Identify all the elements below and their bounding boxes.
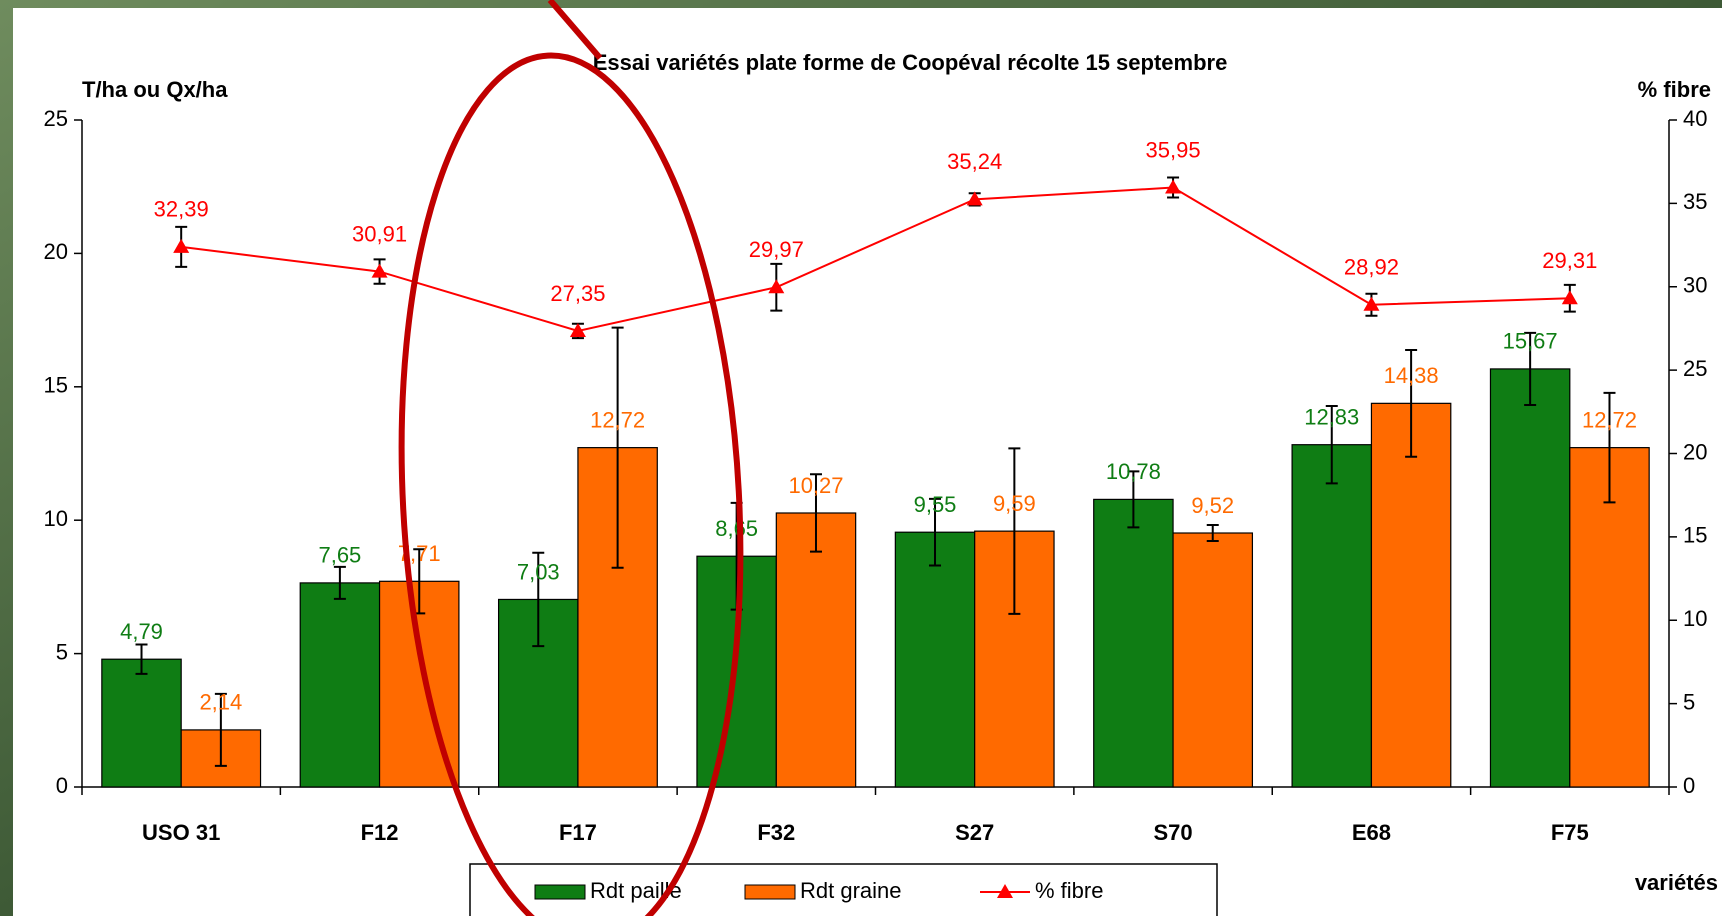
data-label: 10,78 <box>1106 459 1161 484</box>
data-label: 12,72 <box>1582 407 1637 432</box>
chart: Essai variétés plate forme de Coopéval r… <box>0 0 1722 916</box>
data-label: 32,39 <box>154 197 209 222</box>
x-tick-label: USO 31 <box>142 820 220 845</box>
y-tick-label: 15 <box>44 373 68 398</box>
x-tick-label: F12 <box>361 820 399 845</box>
data-label: 28,92 <box>1344 255 1399 280</box>
data-label: 4,79 <box>120 619 163 644</box>
x-tick-label: S27 <box>955 820 994 845</box>
chart-panel <box>13 8 1722 916</box>
legend-label: Rdt graine <box>800 878 902 903</box>
y2-tick-label: 30 <box>1683 273 1707 298</box>
data-label: 12,83 <box>1304 405 1359 430</box>
data-label: 2,14 <box>199 690 242 715</box>
y-tick-label: 5 <box>56 639 68 664</box>
data-label: 15,67 <box>1503 329 1558 354</box>
data-label: 14,38 <box>1384 363 1439 388</box>
x-tick-label: F75 <box>1551 820 1589 845</box>
x-axis-title: variétés <box>1635 870 1718 895</box>
x-tick-label: F17 <box>559 820 597 845</box>
bar <box>1094 499 1173 787</box>
data-label: 35,24 <box>947 149 1002 174</box>
data-label: 29,31 <box>1542 248 1597 273</box>
data-label: 29,97 <box>749 237 804 262</box>
legend-swatch <box>535 885 585 899</box>
page: {"chart_data": { "type": "bar", "title":… <box>0 0 1722 916</box>
data-label: 9,59 <box>993 491 1036 516</box>
y2-tick-label: 20 <box>1683 439 1707 464</box>
data-label: 10,27 <box>788 473 843 498</box>
y2-tick-label: 40 <box>1683 106 1707 131</box>
data-label: 8,65 <box>715 516 758 541</box>
bar <box>776 513 855 787</box>
bar <box>102 659 181 787</box>
legend-label: % fibre <box>1035 878 1103 903</box>
bar <box>1371 403 1450 787</box>
y2-tick-label: 25 <box>1683 356 1707 381</box>
legend-swatch <box>745 885 795 899</box>
y-tick-label: 20 <box>44 239 68 264</box>
bar <box>895 532 974 787</box>
y-axis-title: T/ha ou Qx/ha <box>82 77 228 102</box>
data-label: 9,52 <box>1191 493 1234 518</box>
bar <box>1292 445 1371 787</box>
y-tick-label: 25 <box>44 106 68 131</box>
bar <box>1490 369 1569 787</box>
data-label: 30,91 <box>352 221 407 246</box>
x-tick-label: S70 <box>1153 820 1192 845</box>
y-tick-label: 0 <box>56 773 68 798</box>
data-label: 12,72 <box>590 407 645 432</box>
y2-tick-label: 10 <box>1683 606 1707 631</box>
data-label: 7,03 <box>517 559 560 584</box>
data-label: 7,65 <box>318 543 361 568</box>
y-tick-label: 10 <box>44 506 68 531</box>
y2-tick-label: 15 <box>1683 523 1707 548</box>
chart-title: Essai variétés plate forme de Coopéval r… <box>593 50 1228 75</box>
bar <box>300 583 379 787</box>
data-label: 35,95 <box>1146 137 1201 162</box>
x-tick-label: F32 <box>757 820 795 845</box>
y2-tick-label: 35 <box>1683 189 1707 214</box>
y2-tick-label: 5 <box>1683 689 1695 714</box>
data-label: 27,35 <box>550 281 605 306</box>
y2-axis-title: % fibre <box>1638 77 1711 102</box>
x-tick-label: E68 <box>1352 820 1391 845</box>
bar <box>1173 533 1252 787</box>
y2-tick-label: 0 <box>1683 773 1695 798</box>
data-label: 9,55 <box>914 492 957 517</box>
